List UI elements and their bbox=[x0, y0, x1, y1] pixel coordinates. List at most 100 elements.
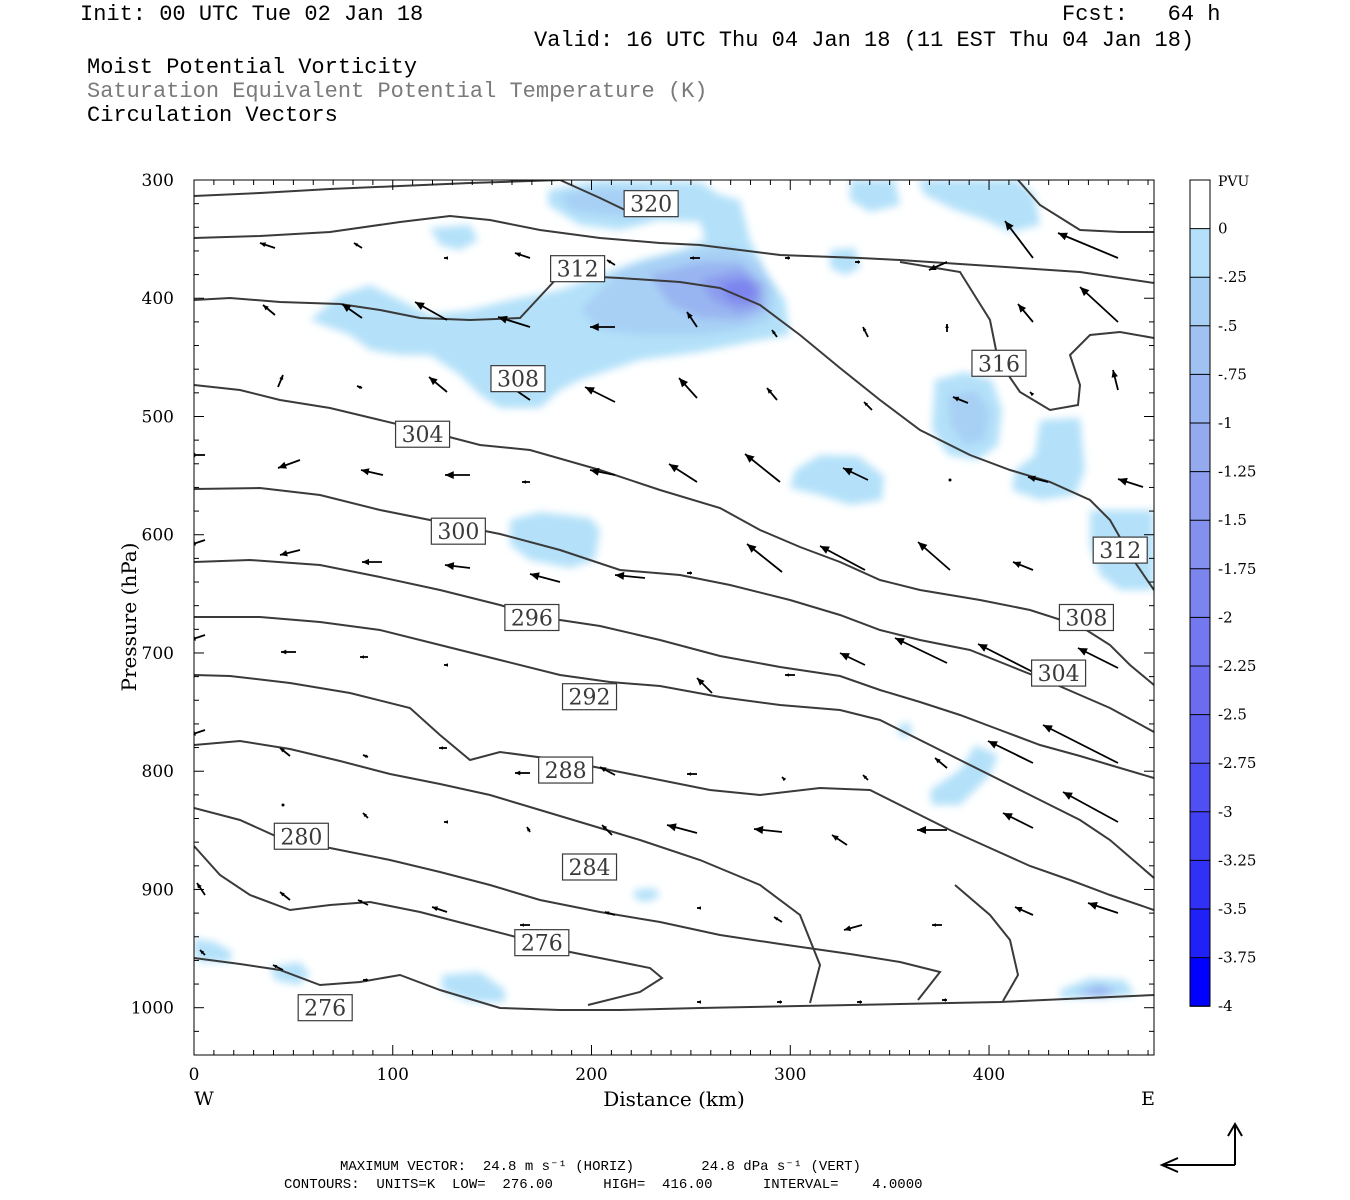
wind-vector bbox=[363, 978, 368, 982]
wind-vector bbox=[753, 825, 783, 834]
wind-vector bbox=[1014, 906, 1034, 916]
colorbar-swatch bbox=[1190, 763, 1210, 812]
y-tick-label: 600 bbox=[142, 526, 174, 546]
colorbar-swatch bbox=[1190, 666, 1210, 715]
y-tick-label: 500 bbox=[142, 407, 174, 427]
wind-vector bbox=[604, 911, 616, 916]
wind-vector bbox=[696, 677, 713, 694]
wind-vector bbox=[1002, 812, 1034, 829]
wind-vector bbox=[277, 374, 284, 388]
wind-vector bbox=[599, 766, 616, 776]
wind-vector bbox=[589, 467, 616, 476]
contour-label-box bbox=[561, 853, 618, 881]
contour-label: 304 bbox=[1038, 662, 1080, 687]
colorbar-label: -1 bbox=[1218, 414, 1233, 432]
wind-vector bbox=[1029, 391, 1035, 397]
colorbar-swatch bbox=[1190, 957, 1210, 1007]
max-vector-info: MAXIMUM VECTOR: 24.8 m s⁻¹ (HORIZ) 24.8 … bbox=[340, 1159, 861, 1175]
wind-vector bbox=[977, 643, 1034, 673]
colorbar-swatch bbox=[1190, 520, 1210, 569]
wind-vector bbox=[855, 260, 860, 264]
wind-vector bbox=[356, 385, 363, 390]
contour-label-box bbox=[1092, 536, 1148, 564]
wind-vector bbox=[341, 303, 363, 319]
contour-label-box bbox=[273, 822, 329, 850]
colorbar-label: -.25 bbox=[1218, 268, 1247, 286]
wind-vector bbox=[945, 324, 949, 332]
colorbar-swatch bbox=[1190, 374, 1210, 423]
contour-labels: 320 312 316 308 304 300 312 308 296 304 292 288 280 2… bbox=[273, 190, 1148, 1022]
wind-vector bbox=[781, 776, 787, 782]
contour-label-box bbox=[971, 349, 1027, 377]
theta-contours bbox=[194, 180, 1154, 1011]
wind-vector bbox=[862, 326, 869, 338]
colorbar-label: -2.75 bbox=[1218, 754, 1256, 772]
wind-vector bbox=[584, 386, 616, 403]
field-title-pv: Moist Potential Vorticity bbox=[87, 55, 418, 80]
colorbar-swatch bbox=[1190, 325, 1210, 375]
colorbar-title: PVU bbox=[1218, 174, 1250, 190]
wind-vector bbox=[831, 834, 848, 846]
wind-vector bbox=[522, 480, 530, 484]
wind-vector bbox=[842, 467, 869, 481]
wind-vector bbox=[439, 746, 447, 750]
init-time: Init: 00 UTC Tue 02 Jan 18 bbox=[80, 2, 424, 27]
wind-vector bbox=[444, 256, 448, 260]
wind-vector bbox=[932, 923, 942, 927]
wind-vector bbox=[590, 323, 615, 331]
contour-label: 292 bbox=[569, 686, 611, 711]
wind-vector bbox=[948, 478, 952, 482]
wind-vector bbox=[773, 916, 783, 923]
x-tick-label: 0 bbox=[189, 1065, 200, 1085]
wind-vector bbox=[194, 452, 205, 458]
wind-vector bbox=[1027, 475, 1049, 483]
wind-vector bbox=[194, 729, 206, 736]
contour-label-box bbox=[394, 420, 451, 448]
contour-label-box bbox=[297, 994, 353, 1022]
wind-vector bbox=[614, 571, 646, 580]
contour-label-box bbox=[538, 756, 594, 784]
wind-vector bbox=[687, 772, 697, 776]
wind-vector bbox=[1079, 286, 1119, 323]
wind-vector bbox=[1117, 477, 1144, 488]
wind-vector bbox=[668, 463, 698, 483]
x-tick-label: 200 bbox=[575, 1065, 607, 1085]
contour-label-box bbox=[561, 683, 618, 711]
contour-label: 288 bbox=[545, 759, 587, 784]
wind-vector bbox=[1111, 369, 1119, 391]
wind-vector bbox=[281, 649, 296, 655]
field-title-theta: Saturation Equivalent Potential Temperat… bbox=[87, 79, 708, 104]
wind-vector bbox=[520, 923, 530, 927]
contour-label: 304 bbox=[402, 423, 444, 448]
tick-marks bbox=[193, 179, 1154, 1056]
wind-vector bbox=[917, 541, 951, 571]
contour-label-box bbox=[1030, 659, 1087, 687]
wind-vector bbox=[529, 572, 561, 583]
colorbar-label: -4 bbox=[1218, 997, 1233, 1015]
wind-vector bbox=[497, 315, 531, 328]
wind-vector bbox=[279, 549, 301, 557]
contour-label: 280 bbox=[280, 825, 322, 850]
wind-vector bbox=[514, 252, 531, 259]
field-title-vectors: Circulation Vectors bbox=[87, 103, 338, 128]
wind-vector bbox=[862, 774, 869, 781]
wind-vector bbox=[194, 539, 206, 546]
x-tick-label: 100 bbox=[377, 1065, 409, 1085]
wind-vector bbox=[444, 562, 471, 570]
contour-label: 316 bbox=[978, 352, 1020, 377]
wind-vector bbox=[687, 571, 692, 575]
wind-vector bbox=[362, 754, 369, 759]
colorbar-swatch bbox=[1190, 423, 1210, 472]
colorbar-swatch bbox=[1190, 909, 1210, 958]
wind-vector bbox=[414, 301, 448, 321]
forecast-hour: Fcst: 64 h bbox=[1062, 2, 1221, 27]
reference-vector bbox=[1159, 1122, 1243, 1173]
contour-label-box bbox=[550, 255, 606, 283]
y-tick-label: 900 bbox=[142, 880, 174, 900]
wind-vector bbox=[445, 471, 470, 479]
wind-vector bbox=[863, 401, 873, 411]
wind-vector bbox=[444, 663, 448, 667]
contour-label-box bbox=[430, 517, 486, 545]
wind-vector bbox=[277, 459, 301, 469]
